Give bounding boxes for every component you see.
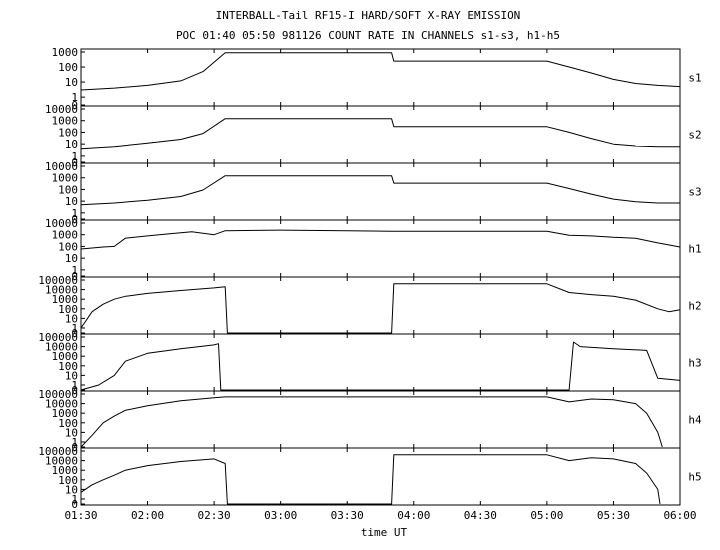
y-tick-label: 100 [58,240,78,253]
y-tick-label: 10000 [45,160,78,173]
y-tick-label: 1000 [52,350,79,363]
y-tick-label: 0 [71,327,78,340]
series-line-s3 [80,175,680,206]
series-line-s2 [80,118,680,150]
panels: 10001001010s11000010001001010s2100001000… [38,46,702,511]
y-tick-label: 100000 [38,331,78,344]
panel-frame [80,105,681,164]
y-tick-label: 0 [71,99,78,112]
x-tick-label: 01:30 [64,509,97,522]
y-tick-label: 0 [71,270,78,283]
x-tick-label: 04:30 [464,509,497,522]
y-tick-label: 1000 [52,172,79,185]
y-tick-label: 10 [65,76,78,89]
y-tick-label: 0 [71,213,78,226]
y-tick-label: 0 [71,498,78,511]
y-tick-label: 10000 [45,284,78,297]
y-tick-label: 1000 [52,293,79,306]
y-tick-label: 10 [65,426,78,439]
y-tick-label: 1 [71,264,78,277]
series-line-s1 [80,52,681,91]
series-line-h4 [80,396,663,448]
y-tick-label: 1000 [52,46,79,59]
y-tick-label: 100000 [38,388,78,401]
x-tick-label: 02:30 [198,509,231,522]
y-tick-label: 0 [71,384,78,397]
y-tick-label: 10000 [45,103,78,116]
y-tick-label: 10 [65,195,78,208]
panel-frame [80,48,681,107]
y-tick-label: 100 [58,474,78,487]
x-tick-label: 03:30 [331,509,364,522]
chart-subtitle: POC 01:40 05:50 981126 COUNT RATE IN CHA… [176,29,560,42]
channel-label: h4 [688,414,702,427]
y-tick-label: 10000 [45,455,78,468]
y-tick-label: 0 [71,156,78,169]
y-tick-label: 100 [58,126,78,139]
y-tick-label: 10 [65,369,78,382]
y-tick-label: 100000 [38,274,78,287]
chart-title: INTERBALL-Tail RF15-I HARD/SOFT X-RAY EM… [216,9,521,22]
x-tick-label: 04:00 [397,509,430,522]
y-tick-label: 100000 [38,445,78,458]
panel-frame [80,447,681,506]
x-tick-label: 03:00 [264,509,297,522]
x-axis-label: time UT [361,526,408,539]
y-tick-label: 10 [65,252,78,265]
panel-frame [80,219,681,278]
y-tick-label: 10 [65,483,78,496]
y-tick-label: 1 [71,322,78,335]
channel-label: s3 [688,186,701,199]
panel-s1: 1000 100 10 10 s1 [52,46,702,112]
x-tick-label: 06:00 [663,509,696,522]
y-tick-label: 100 [58,303,78,316]
y-tick-label: 1 [71,207,78,220]
series-line-h3 [80,341,681,391]
channel-label: s2 [688,129,701,142]
panel-frame [80,162,681,221]
channel-label: h5 [688,471,701,484]
x-axis: 01:30 02:00 02:30 03:00 03:30 04:00 04:30 05:00… [64,509,696,522]
channel-label: h3 [688,357,701,370]
channel-label: s1 [688,72,701,85]
y-tick-label: 10 [65,138,78,151]
y-tick-label: 1000 [52,229,79,242]
y-tick-label: 100 [58,61,78,74]
y-tick-label: 100 [58,183,78,196]
y-tick-label: 1000 [52,115,79,128]
panel-frame [80,276,681,335]
y-tick-label: 100 [58,360,78,373]
y-tick-label: 10000 [45,398,78,411]
y-tick-label: 1000 [52,464,79,477]
x-tick-label: 02:00 [131,509,164,522]
y-tick-label: 10000 [45,341,78,354]
y-tick-label: 10000 [45,217,78,230]
channel-label: h1 [688,243,701,256]
y-tick-label: 100 [58,417,78,430]
y-tick-label: 1 [71,493,78,506]
panel-frame [80,333,681,392]
x-tick-label: 05:00 [530,509,563,522]
y-tick-label: 0 [71,441,78,454]
series-line-h2 [80,283,681,334]
channel-label: h2 [688,300,701,313]
y-tick-label: 1 [71,379,78,392]
series-line-h5 [80,454,661,505]
x-tick-label: 05:30 [597,509,630,522]
y-tick-label: 1 [71,91,78,104]
y-tick-label: 10 [65,312,78,325]
y-tick-label: 1 [71,436,78,449]
y-tick-label: 1 [71,150,78,163]
y-tick-label: 1000 [52,407,79,420]
series-line-h1 [80,229,681,250]
